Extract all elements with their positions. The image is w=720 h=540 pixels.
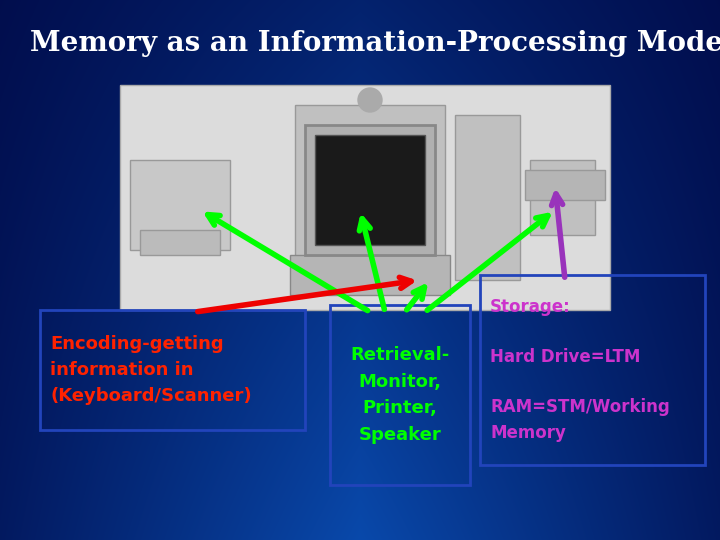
Bar (530, 160, 595, 235)
Bar (330, 305, 470, 485)
Bar (455, 115, 520, 280)
Bar (315, 135, 425, 245)
Bar (40, 310, 305, 430)
Bar (130, 160, 230, 250)
Bar (480, 275, 705, 465)
Bar (140, 230, 220, 255)
Text: Encoding-getting
information in
(Keyboard/Scanner): Encoding-getting information in (Keyboar… (50, 335, 251, 406)
Text: Retrieval-
Monitor,
Printer,
Speaker: Retrieval- Monitor, Printer, Speaker (351, 346, 449, 443)
Circle shape (358, 88, 382, 112)
Bar (525, 170, 605, 200)
Bar (295, 105, 445, 280)
Bar (120, 85, 610, 310)
Bar (305, 125, 435, 255)
Text: Storage:

Hard Drive=LTM

RAM=STM/Working
Memory: Storage: Hard Drive=LTM RAM=STM/Working … (490, 299, 670, 442)
Text: Memory as an Information-Processing Model: Memory as an Information-Processing Mode… (30, 30, 720, 57)
Bar (290, 255, 450, 295)
